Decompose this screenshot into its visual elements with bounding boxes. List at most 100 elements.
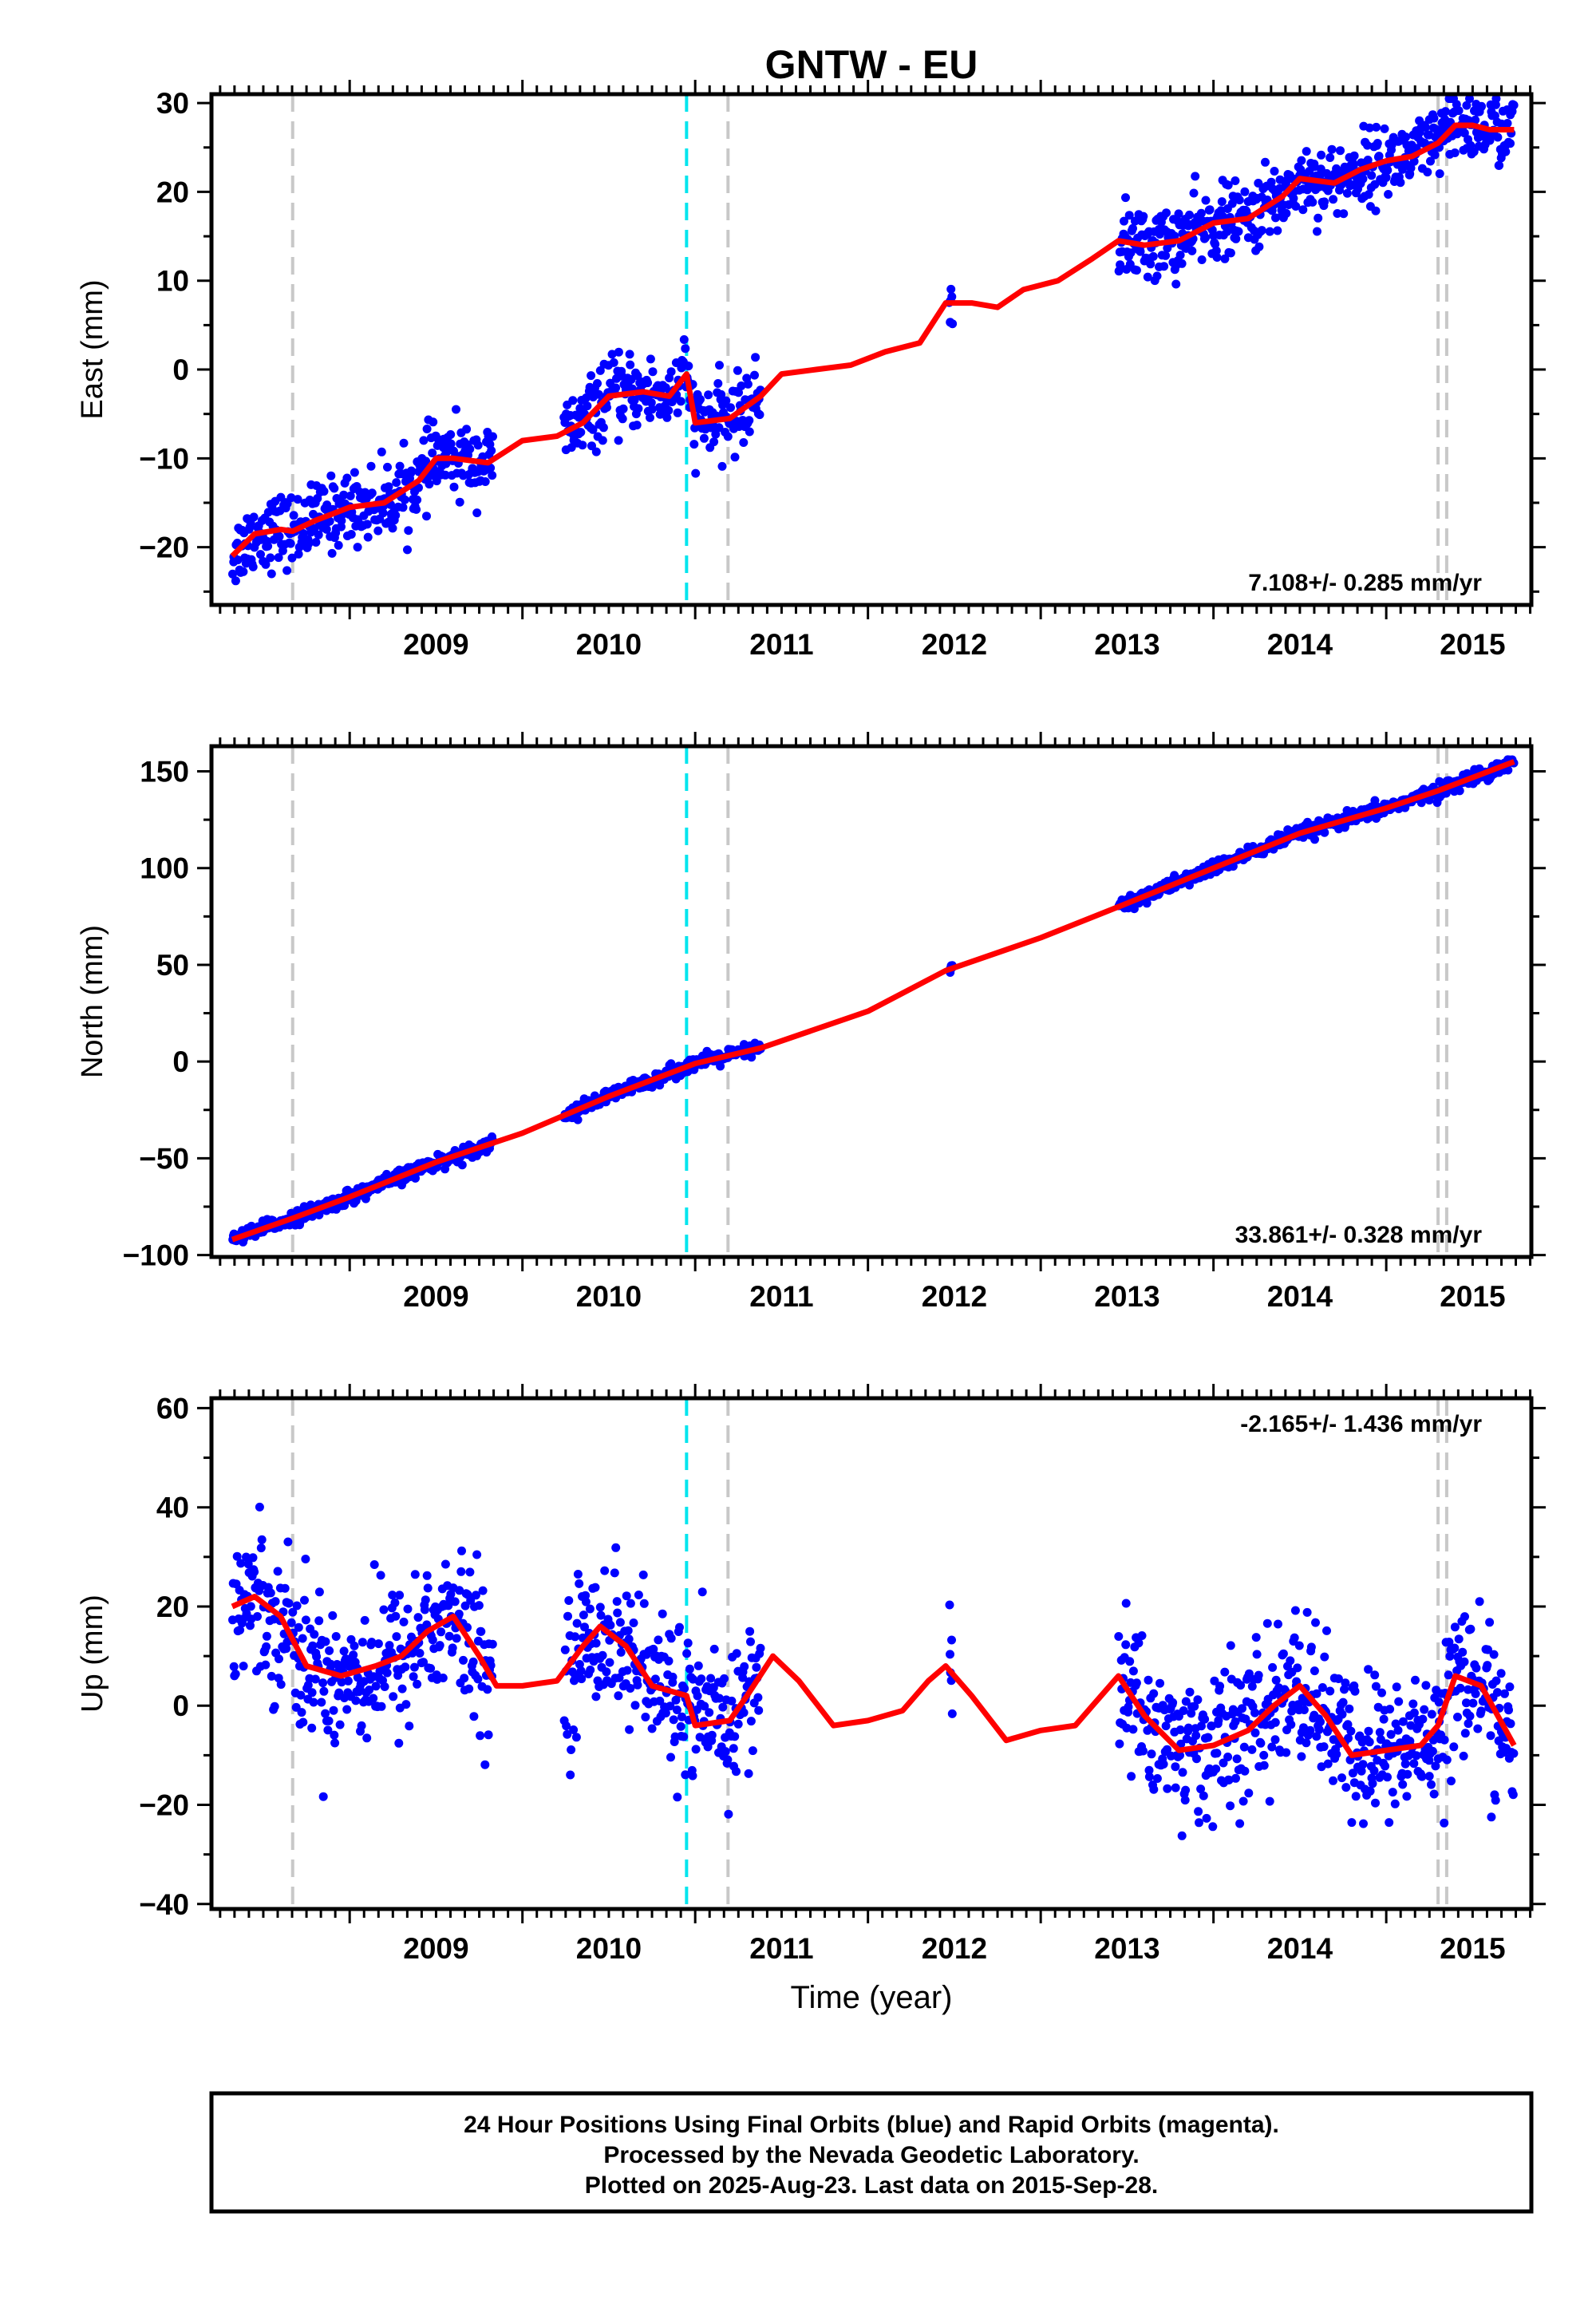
data-point xyxy=(1447,1777,1456,1786)
data-point xyxy=(273,1567,282,1576)
data-point xyxy=(1388,1788,1397,1797)
data-point xyxy=(1302,1738,1311,1748)
data-point xyxy=(684,362,693,371)
data-point xyxy=(947,1635,956,1645)
data-point xyxy=(438,1674,448,1682)
data-point xyxy=(1179,1706,1188,1715)
data-point xyxy=(1420,1705,1429,1714)
data-point xyxy=(632,421,642,430)
data-point xyxy=(1270,1735,1280,1745)
data-point xyxy=(363,532,373,542)
data-point xyxy=(480,477,490,486)
data-point xyxy=(460,1674,469,1683)
data-point xyxy=(440,1559,450,1569)
panel-east: 2009 2010 2011 2012 2013 2014 2015 −20 −10 0 10 20 3… xyxy=(76,80,1546,661)
data-point xyxy=(326,471,336,480)
data-point xyxy=(1293,1663,1302,1673)
data-point xyxy=(1449,1742,1459,1752)
data-point xyxy=(611,1543,621,1552)
data-point xyxy=(1486,1731,1495,1741)
data-point xyxy=(1199,1791,1208,1800)
data-point xyxy=(614,347,623,357)
data-point xyxy=(1214,1716,1223,1725)
data-point xyxy=(1261,157,1270,167)
data-point xyxy=(426,1664,436,1673)
data-point xyxy=(634,404,643,413)
data-point xyxy=(297,1708,306,1717)
data-point xyxy=(616,1647,626,1657)
data-point xyxy=(729,1744,738,1753)
data-point xyxy=(1228,862,1238,871)
data-point xyxy=(459,1655,468,1665)
data-point xyxy=(661,1709,670,1717)
data-point xyxy=(1247,1682,1257,1691)
data-point xyxy=(1506,139,1515,148)
data-point xyxy=(1147,1749,1156,1759)
data-point xyxy=(591,1692,601,1701)
data-point xyxy=(353,1673,362,1682)
data-point xyxy=(683,1638,693,1648)
data-point xyxy=(622,1666,632,1675)
data-point xyxy=(1386,1729,1396,1739)
data-point xyxy=(723,1755,733,1765)
data-point xyxy=(564,1596,574,1605)
data-point xyxy=(1383,1773,1392,1782)
data-point xyxy=(250,1567,259,1577)
data-point xyxy=(1289,194,1298,203)
data-point xyxy=(1380,124,1389,133)
data-point xyxy=(286,493,296,503)
data-point xyxy=(648,367,658,377)
data-point xyxy=(282,1644,291,1654)
data-point xyxy=(267,569,276,579)
data-point xyxy=(1500,1689,1509,1698)
data-point xyxy=(1311,1618,1320,1627)
data-point xyxy=(578,441,587,450)
data-point xyxy=(1174,209,1183,219)
data-point xyxy=(1312,1689,1321,1698)
model-curve xyxy=(231,759,1515,1243)
data-point xyxy=(1139,211,1148,221)
data-point xyxy=(1372,122,1381,132)
data-point xyxy=(468,1657,478,1666)
data-point xyxy=(1508,1790,1518,1800)
data-point xyxy=(1496,1669,1506,1678)
data-point xyxy=(679,1732,689,1741)
data-point xyxy=(471,1591,480,1600)
data-point xyxy=(1268,1662,1278,1672)
data-point xyxy=(231,576,240,586)
data-point xyxy=(319,1686,329,1696)
data-point xyxy=(412,504,421,514)
y-axis-label: East (mm) xyxy=(76,279,109,419)
data-point xyxy=(377,1701,386,1711)
data-point xyxy=(699,433,709,443)
data-point xyxy=(1317,1762,1326,1772)
data-point xyxy=(587,441,596,451)
data-point xyxy=(358,1638,367,1647)
data-point xyxy=(1175,1751,1184,1760)
data-point xyxy=(321,1709,330,1718)
data-point xyxy=(301,1615,310,1625)
data-point xyxy=(1394,1697,1404,1706)
data-point xyxy=(634,1591,643,1599)
data-point xyxy=(282,566,292,575)
data-point xyxy=(401,1700,411,1709)
data-point xyxy=(298,1717,308,1727)
data-point xyxy=(1175,1725,1185,1734)
data-point xyxy=(650,1674,660,1684)
data-point xyxy=(755,410,764,420)
data-point xyxy=(1416,798,1426,808)
data-point xyxy=(1317,1683,1327,1692)
data-point xyxy=(403,545,412,555)
data-point xyxy=(425,480,434,489)
data-point xyxy=(1319,1742,1329,1752)
data-point xyxy=(422,1571,432,1580)
data-point xyxy=(1369,1766,1379,1776)
data-point xyxy=(1212,253,1222,262)
panel-north: 2009 2010 2011 2012 2013 2014 2015 −100 −50 0 50 10… xyxy=(76,732,1546,1313)
data-point xyxy=(1347,1818,1357,1828)
data-point xyxy=(337,1678,346,1687)
data-point xyxy=(1211,239,1220,249)
data-point xyxy=(1161,1721,1171,1731)
data-point xyxy=(649,1644,658,1654)
data-point xyxy=(1426,156,1435,166)
